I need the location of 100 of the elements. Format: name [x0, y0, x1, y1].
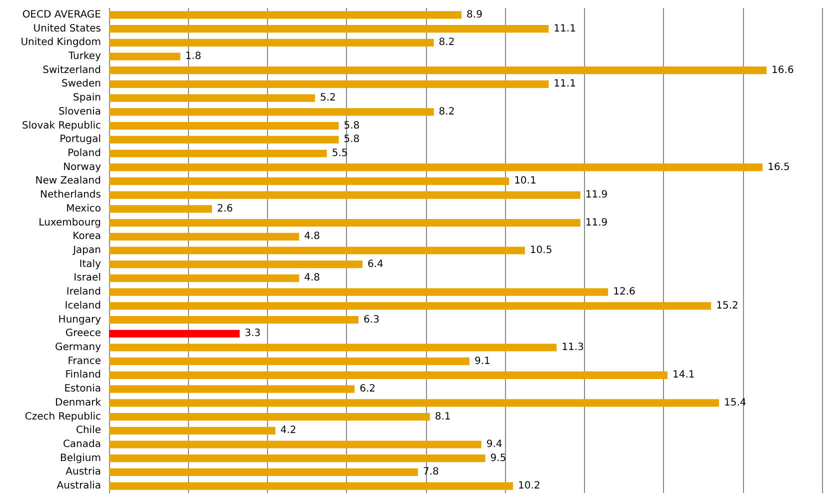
bar [109, 468, 418, 476]
data-label: 4.2 [280, 425, 296, 436]
bar [109, 274, 300, 282]
y-tick-label: Chile [76, 425, 101, 436]
data-label: 15.2 [716, 300, 738, 312]
data-label: 10.1 [514, 176, 536, 187]
data-label: 11.1 [554, 78, 576, 90]
data-label: 11.9 [585, 217, 608, 228]
y-tick-label: Greece [65, 328, 101, 340]
bar [109, 371, 668, 380]
y-tick-label: France [68, 356, 101, 367]
bar [109, 246, 525, 254]
bar [109, 52, 180, 60]
data-label: 15.4 [724, 397, 746, 408]
y-tick-label: Israel [74, 272, 101, 284]
data-label: 9.1 [474, 356, 490, 367]
data-label: 2.6 [216, 203, 233, 214]
bar [109, 412, 430, 421]
y-tick-label: Czech Republic [24, 411, 101, 422]
bar [109, 218, 580, 227]
bar [109, 288, 608, 296]
data-label: 10.5 [530, 245, 552, 256]
bar [109, 164, 763, 172]
bar [109, 80, 549, 88]
bar [109, 399, 720, 407]
bar [109, 302, 712, 310]
data-label: 9.4 [486, 439, 502, 450]
y-tick-label: Estonia [64, 384, 101, 395]
bar [109, 454, 486, 462]
bar [109, 24, 549, 33]
bar [109, 94, 315, 102]
bar [109, 108, 434, 116]
bar [109, 482, 514, 490]
bar [109, 344, 557, 352]
y-tick-label: United States [33, 23, 101, 34]
y-tick-label: Ireland [66, 286, 101, 298]
data-label: 11.1 [554, 23, 576, 34]
y-tick-label: Slovenia [58, 106, 101, 118]
bar [109, 122, 339, 130]
bar [109, 205, 212, 213]
data-label: 11.3 [562, 342, 584, 353]
data-label: 9.5 [490, 452, 506, 464]
y-tick-label: Netherlands [40, 190, 101, 201]
y-tick-label: Hungary [58, 314, 102, 326]
y-tick-label: Mexico [66, 203, 101, 214]
data-label: 16.5 [768, 162, 790, 173]
y-tick-label: Iceland [64, 300, 101, 312]
bar [109, 11, 462, 19]
y-tick-label: Norway [63, 162, 102, 173]
bar [109, 38, 434, 46]
data-label: 11.9 [585, 190, 608, 201]
data-label: 5.5 [332, 148, 348, 159]
data-label: 8.2 [438, 37, 455, 48]
y-tick-label: Denmark [55, 397, 102, 408]
bar [109, 260, 363, 268]
y-tick-label: New Zealand [35, 176, 101, 187]
bar [109, 232, 300, 240]
y-tick-label: Italy [79, 258, 102, 270]
bar [109, 66, 767, 74]
bar [109, 358, 470, 366]
data-label: 6.3 [364, 314, 380, 326]
y-tick-label: Switzerland [42, 64, 101, 76]
y-tick-label: Korea [72, 231, 101, 242]
y-tick-label: United Kingdom [20, 37, 101, 48]
data-label: 4.8 [304, 272, 320, 284]
data-label: 1.8 [185, 51, 202, 62]
y-tick-label: Poland [68, 148, 101, 159]
y-tick-label: Turkey [67, 51, 102, 62]
bar [109, 177, 510, 186]
data-label: 16.6 [772, 64, 794, 76]
data-label: 5.2 [320, 92, 336, 104]
y-tick-label: Portugal [60, 134, 101, 146]
y-tick-label: Sweden [61, 78, 101, 90]
data-label: 4.8 [304, 231, 320, 242]
data-label: 6.4 [368, 258, 384, 270]
data-label: 8.9 [466, 9, 482, 20]
data-label: 8.1 [434, 411, 451, 422]
bar [109, 426, 276, 434]
data-label: 6.2 [360, 384, 376, 395]
bar [109, 316, 359, 324]
data-label: 10.2 [518, 480, 540, 492]
data-label: 14.1 [672, 370, 695, 381]
y-tick-label: Australia [56, 480, 101, 492]
y-tick-label: Slovak Republic [22, 120, 101, 132]
bar [109, 440, 482, 448]
bar [109, 385, 355, 393]
y-tick-label: Germany [55, 342, 102, 353]
bar [109, 136, 339, 144]
data-label: 7.8 [422, 466, 439, 478]
bar [109, 150, 327, 158]
bar [109, 330, 240, 338]
y-tick-label: Luxembourg [38, 217, 101, 228]
bar [109, 191, 580, 199]
y-tick-label: Japan [72, 245, 101, 256]
y-tick-label: Spain [73, 92, 101, 104]
y-tick-label: Canada [62, 439, 101, 450]
y-tick-label: OECD AVERAGE [22, 9, 101, 20]
y-tick-label: Belgium [60, 452, 101, 464]
data-label: 12.6 [613, 286, 636, 298]
y-tick-label: Austria [66, 466, 101, 478]
